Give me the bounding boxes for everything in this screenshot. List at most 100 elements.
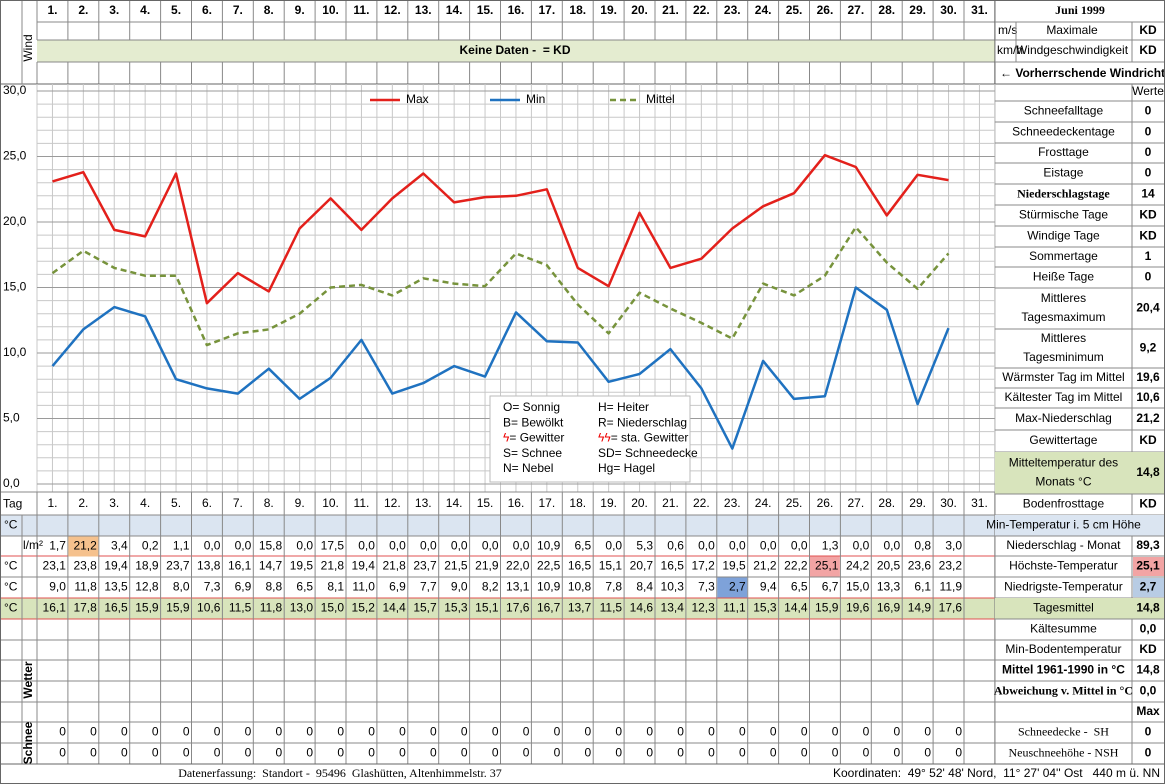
cell-value: 21,5: [444, 559, 468, 573]
cell-value: 15,0: [846, 580, 870, 594]
cell-value: 15,9: [166, 601, 190, 615]
weather-text: = Heiter: [607, 400, 649, 414]
side-label: Tagesminimum: [1023, 350, 1104, 364]
cell-value: 12,8: [135, 580, 159, 594]
side-header: Werte: [1132, 84, 1164, 98]
cell-value: 14,4: [382, 601, 406, 615]
day-label: 8.: [264, 496, 274, 510]
cell-value: 0,0: [791, 539, 808, 553]
highlight-cell: [810, 556, 840, 577]
cell-value: 14,7: [259, 559, 283, 573]
side-label: Eistage: [1043, 166, 1083, 180]
cell-value: 0: [214, 746, 221, 760]
day-label: 20.: [631, 496, 648, 510]
cell-value: 23,1: [43, 559, 67, 573]
side-label: Wärmster Tag im Mittel: [1002, 370, 1124, 384]
cell-value: 1,7: [49, 539, 66, 553]
cell-value: 0: [214, 725, 221, 739]
cell-value: 0,2: [142, 539, 159, 553]
max-wind-label: Maximale: [1046, 23, 1098, 37]
cell-value: 7,8: [605, 580, 622, 594]
cell-value: 22,0: [506, 559, 530, 573]
day-label: 7.: [233, 496, 243, 510]
cell-value: 11,1: [723, 601, 746, 615]
cell-value: 0: [430, 725, 437, 739]
weather-symbol: R: [598, 415, 607, 429]
weather-legend-entry: Hg= Hagel: [598, 461, 655, 475]
cell-value: 0,0: [760, 539, 777, 553]
weather-text: = Hagel: [613, 461, 655, 475]
day-label: 17.: [539, 496, 556, 510]
no-data-band: [37, 40, 995, 62]
weather-text: = sta. Gewitter: [611, 431, 689, 445]
cell-value: 21,9: [475, 559, 499, 573]
cell-value: 0: [924, 746, 931, 760]
cell-value: 0: [770, 725, 777, 739]
cell-value: 23,7: [413, 559, 437, 573]
day-header: 31.: [971, 3, 988, 17]
side-value: KD: [1139, 229, 1157, 243]
day-label: 2.: [78, 496, 88, 510]
weather-symbol: ϟ: [503, 431, 510, 445]
day-header: 2.: [78, 3, 88, 17]
max-wind-value: KD: [1139, 23, 1157, 37]
side-label: Heiße Tage: [1033, 270, 1094, 284]
y-tick-label: 5,0: [3, 411, 20, 425]
weather-legend-entry: ϟ= Gewitter: [503, 431, 564, 445]
day-label: 4.: [140, 496, 150, 510]
weather-text: = Niederschlag: [607, 415, 687, 429]
weather-legend-entry: SD= Schneedecke: [598, 446, 698, 460]
cell-value: 0: [646, 746, 653, 760]
side-label: Min-Bodentemperatur: [1005, 642, 1121, 656]
cell-value: 11,0: [352, 580, 375, 594]
side-value: 10,6: [1136, 390, 1160, 404]
row-background: [0, 515, 995, 536]
cell-value: 17,8: [73, 601, 97, 615]
cell-value: 0: [492, 725, 499, 739]
cell-value: 0: [585, 725, 592, 739]
cell-value: 15,1: [475, 601, 499, 615]
side-row-background: [994, 598, 1165, 619]
cell-value: 16,9: [877, 601, 901, 615]
cell-value: 0: [461, 746, 468, 760]
day-header: 30.: [940, 3, 957, 17]
side-value: 19,6: [1136, 370, 1160, 384]
cell-value: 20,7: [630, 559, 654, 573]
cell-value: 10,9: [537, 580, 561, 594]
cell-value: 11,8: [74, 580, 97, 594]
side-label: Mittleres: [1041, 331, 1086, 345]
cell-value: 0,0: [698, 539, 715, 553]
day-label: 22.: [693, 496, 710, 510]
day-header: 11.: [353, 3, 369, 17]
cell-value: 6,5: [296, 580, 313, 594]
cell-value: 17,5: [321, 539, 345, 553]
day-label: 30.: [940, 496, 957, 510]
cell-value: 0: [59, 725, 66, 739]
cell-value: 0,0: [729, 539, 746, 553]
day-label: 19.: [600, 496, 617, 510]
side-label: Windige Tage: [1027, 229, 1100, 243]
cell-value: 0: [739, 746, 746, 760]
side-value: 14,8: [1136, 465, 1160, 479]
day-header: 16.: [508, 3, 525, 17]
cell-value: 21,2: [753, 559, 777, 573]
y-tick-label: 30,0: [3, 83, 27, 97]
weather-symbol: H: [598, 400, 607, 414]
weather-text: = Sonnig: [512, 400, 560, 414]
cell-value: 15,2: [352, 601, 376, 615]
cell-value: 0: [770, 746, 777, 760]
cell-value: 21,2: [73, 539, 97, 553]
cell-value: 9,0: [451, 580, 468, 594]
side-label: Schneedeckentage: [1012, 125, 1115, 139]
side-value: KD: [1139, 433, 1157, 447]
cell-value: 0: [615, 746, 622, 760]
unit-label: km/h: [997, 43, 1023, 57]
wind-label: Wind: [21, 34, 35, 61]
cell-value: 0,0: [296, 539, 313, 553]
row-label: °C: [4, 580, 18, 594]
day-label: 29.: [909, 496, 926, 510]
day-header: 8.: [264, 3, 274, 17]
wind-direction: ← Vorherrschende Windrichtung: [1000, 66, 1165, 80]
day-label: 12.: [384, 496, 401, 510]
cell-value: 0: [615, 725, 622, 739]
